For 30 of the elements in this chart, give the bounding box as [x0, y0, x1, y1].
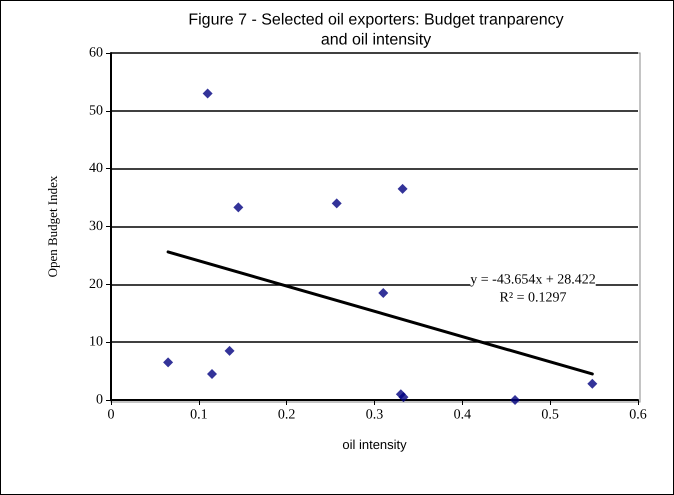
- point: [207, 368, 218, 379]
- point: [224, 346, 235, 356]
- y-axis-title: Open Budget Index: [45, 175, 60, 278]
- y-tick-label: 50: [89, 103, 103, 118]
- point: [332, 198, 342, 208]
- point: [163, 357, 174, 368]
- point: [233, 202, 244, 212]
- point: [202, 88, 213, 98]
- x-tick-label: 0.4: [454, 408, 472, 422]
- x-tick-label: 0.6: [629, 408, 647, 422]
- x-axis-title: oil intensity: [342, 437, 408, 452]
- y-tick-label: 10: [89, 334, 103, 350]
- point: [378, 288, 388, 298]
- y-tick-label: 30: [89, 219, 103, 234]
- x-tick-label: 0.5: [541, 408, 559, 422]
- x-tick-label: 0: [108, 408, 114, 422]
- y-tick-label: 20: [89, 276, 103, 292]
- annotation: R² = 0.1297: [500, 290, 566, 306]
- x-tick-label: 0.2: [278, 408, 296, 422]
- point: [510, 395, 520, 405]
- x-tick-label: 0.1: [190, 408, 208, 422]
- point: [398, 184, 408, 194]
- y-tick-label: 0: [96, 392, 103, 408]
- x-tick-label: 0.3: [366, 408, 384, 422]
- annotation: y = -43.654x + 28.422: [470, 272, 596, 288]
- point: [587, 378, 598, 389]
- y-tick-label: 60: [89, 46, 103, 60]
- point: [398, 392, 408, 402]
- chart-title: Figure 7 - Selected oil exporters: Budget tranparency and oil intensity: [188, 12, 564, 48]
- y-tick-label: 40: [89, 161, 103, 176]
